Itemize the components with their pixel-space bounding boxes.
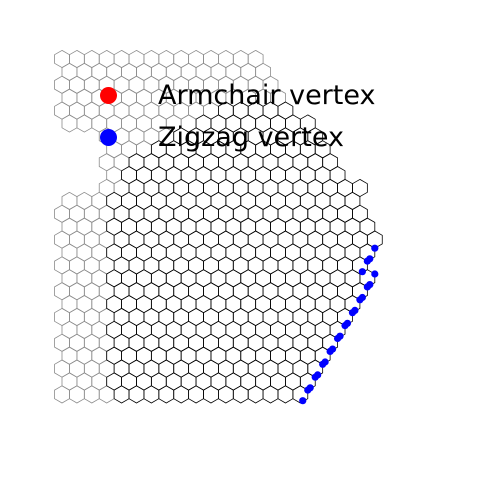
background-hex-cell (69, 385, 85, 404)
zigzag-vertex-marker (363, 257, 371, 265)
sample-hex-cell (158, 385, 175, 404)
sample-hex-cell (113, 385, 130, 404)
zigzag-vertex-marker (363, 283, 371, 291)
zigzag-vertex-marker (341, 322, 349, 330)
blue-circle-marker-icon (100, 128, 117, 146)
zigzag-vertex-marker (319, 360, 327, 368)
background-hex-cell (61, 114, 78, 133)
zigzag-vertex-marker (311, 373, 319, 381)
sample-hex-cell (188, 385, 204, 404)
background-lattice (54, 49, 286, 404)
sample-hex-cell (232, 385, 249, 404)
red-circle-marker-icon (100, 86, 117, 104)
legend-item-armchair: Armchair vertex (94, 74, 375, 116)
sample-hex-cell (203, 385, 219, 404)
zigzag-vertex-marker (371, 244, 379, 252)
sample-hex-cell (247, 385, 264, 404)
zigzag-vertex-marker (299, 397, 307, 405)
legend-label-armchair: Armchair vertex (158, 79, 376, 111)
sample-hex-cell (262, 385, 279, 404)
sample-hex-cell (173, 385, 190, 404)
zigzag-vertex-marker (304, 386, 312, 394)
sample-hex-cell (128, 385, 145, 404)
sample-hex-cell (277, 385, 294, 404)
background-hex-cell (76, 114, 93, 133)
sample-hex-cell (143, 385, 160, 404)
legend-label-zigzag: Zigzag vertex (158, 121, 344, 153)
zigzag-vertex-marker (333, 334, 342, 343)
zigzag-vertex-marker (348, 309, 357, 317)
background-hex-cell (83, 385, 100, 404)
sample-hex-cell (217, 385, 234, 404)
background-hex-cell (54, 385, 70, 404)
zigzag-vertex-marker (358, 268, 366, 276)
zigzag-vertex-marker (371, 270, 379, 278)
sample-lattice (106, 101, 383, 404)
zigzag-vertex-marker (356, 296, 364, 304)
zigzag-edge-vertices (299, 244, 379, 405)
legend-item-zigzag: Zigzag vertex (94, 116, 375, 158)
legend: Armchair vertex Zigzag vertex (94, 74, 375, 158)
zigzag-vertex-marker (326, 347, 334, 355)
